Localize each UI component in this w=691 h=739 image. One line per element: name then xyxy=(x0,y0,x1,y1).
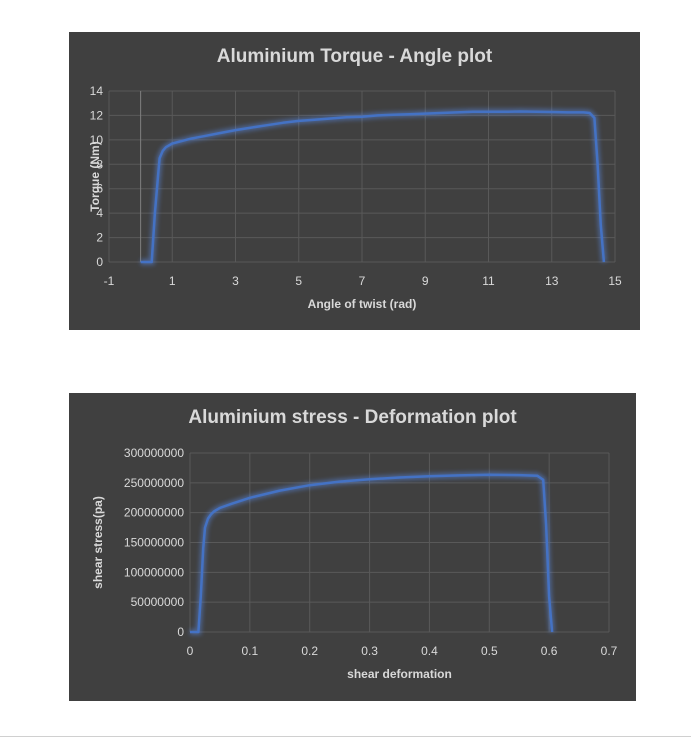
page-divider xyxy=(0,736,691,737)
x-tick-label: 15 xyxy=(608,274,622,288)
x-tick-label: 0.3 xyxy=(361,644,378,658)
chart-title: Aluminium stress - Deformation plot xyxy=(188,407,517,428)
y-tick-label: 300000000 xyxy=(124,446,184,460)
x-tick-label: 9 xyxy=(422,274,429,288)
x-axis-title: Angle of twist (rad) xyxy=(308,297,417,311)
y-tick-label: 0 xyxy=(96,255,103,269)
x-tick-label: 0.6 xyxy=(541,644,558,658)
y-tick-label: 4 xyxy=(96,206,103,220)
stress-deformation-chart: Aluminium stress - Deformation plot 0 500… xyxy=(69,393,636,701)
x-axis-title: shear deformation xyxy=(347,667,452,681)
y-tick-label: 100000000 xyxy=(124,565,184,579)
y-axis-title: shear stress(pa) xyxy=(91,496,105,589)
x-tick-label: 0.5 xyxy=(481,644,498,658)
x-tick-label: 1 xyxy=(169,274,176,288)
x-tick-label: -1 xyxy=(104,274,115,288)
series-line xyxy=(190,473,554,634)
x-tick-label: 0.1 xyxy=(242,644,259,658)
x-tick-label: 7 xyxy=(359,274,366,288)
y-tick-label: 6 xyxy=(96,182,103,196)
x-tick-label: 0.2 xyxy=(301,644,318,658)
x-tick-label: 0 xyxy=(187,644,194,658)
y-axis-title: Torque (Nm) xyxy=(88,141,102,211)
x-tick-label: 5 xyxy=(295,274,302,288)
series-line xyxy=(140,110,606,264)
x-tick-label: 11 xyxy=(482,274,495,288)
y-tick-label: 50000000 xyxy=(131,595,185,609)
x-tick-label: 0.7 xyxy=(601,644,618,658)
y-tick-label: 200000000 xyxy=(124,506,184,520)
y-tick-label: 2 xyxy=(96,231,103,245)
x-tick-label: 3 xyxy=(232,274,239,288)
y-tick-label: 14 xyxy=(90,84,104,98)
y-tick-label: 8 xyxy=(96,157,103,171)
torque-angle-chart: Aluminium Torque - Angle plot 0 2 4 6 8 10 12 1… xyxy=(69,32,640,330)
x-tick-label: 0.4 xyxy=(421,644,438,658)
chart-title: Aluminium Torque - Angle plot xyxy=(216,46,493,67)
x-tick-label: 13 xyxy=(545,274,559,288)
y-tick-label: 150000000 xyxy=(124,536,184,550)
y-tick-label: 250000000 xyxy=(124,476,184,490)
stress-deformation-plot: 0 50000000 100000000 150000000 200000000 2500… xyxy=(91,446,618,681)
y-tick-label: 0 xyxy=(177,625,184,639)
y-tick-label: 12 xyxy=(90,108,104,122)
y-tick-label: 10 xyxy=(90,133,104,147)
